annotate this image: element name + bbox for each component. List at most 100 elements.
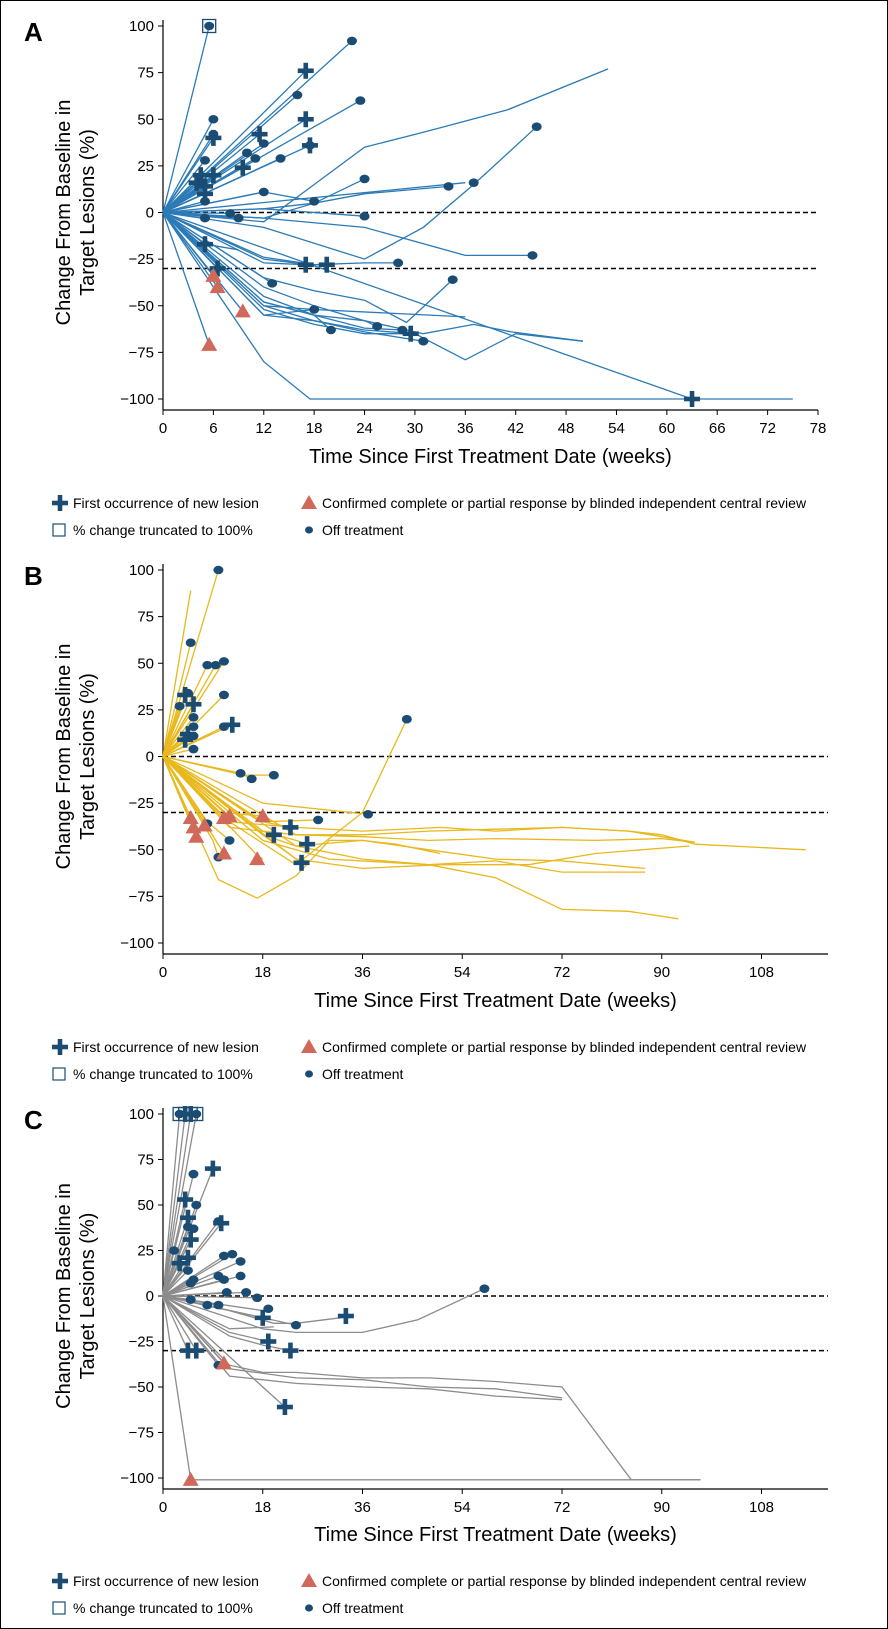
series-line: [162, 193, 206, 214]
new-lesion-marker: [182, 1231, 199, 1248]
legend-off-treatment-label: Off treatment: [322, 1066, 404, 1082]
new-lesion-marker: [177, 686, 194, 703]
plus-bar-v: [57, 495, 63, 511]
off-treatment-marker: [292, 90, 303, 100]
plus-bar-v: [408, 325, 414, 342]
off-treatment-marker: [309, 305, 320, 314]
off-treatment-marker: [527, 251, 538, 260]
off-treatment-marker: [235, 768, 246, 778]
off-treatment-marker: [447, 275, 458, 284]
plus-bar-v: [185, 1342, 191, 1359]
x-tick-label: 54: [454, 964, 471, 981]
plus-bar-v: [324, 256, 330, 273]
y-tick-label: 75: [137, 65, 154, 82]
off-treatment-marker: [355, 96, 366, 105]
new-lesion-marker: [213, 1215, 230, 1232]
legend-new-lesion-label: First occurrence of new lesion: [73, 1573, 259, 1589]
plus-bar-v: [303, 62, 309, 79]
new-lesion-marker: [179, 1249, 196, 1266]
x-tick-label: 0: [159, 1499, 167, 1516]
off-treatment-marker: [235, 1271, 246, 1281]
x-tick-label: 6: [209, 420, 217, 437]
x-tick-label: 90: [653, 964, 670, 981]
legend-b: First occurrence of new lesion Confirmed …: [52, 1039, 807, 1082]
new-lesion-marker: [282, 819, 299, 836]
x-tick-label: 54: [454, 1499, 471, 1516]
plus-bar-v: [177, 1255, 182, 1272]
off-treatment-marker: [213, 565, 224, 575]
plus-bar-v: [185, 1209, 191, 1226]
off-treatment-marker: [188, 722, 199, 731]
new-lesion-marker: [188, 1342, 205, 1359]
y-tick-label: 50: [137, 1197, 154, 1214]
y-tick-label: 25: [137, 1243, 154, 1260]
legend-square-icon: [52, 523, 66, 537]
series-line: [162, 755, 369, 815]
legend-dot-icon: [305, 1070, 313, 1078]
off-treatment-marker: [221, 1288, 232, 1297]
series-line: [162, 185, 206, 214]
response-marker: [215, 1355, 232, 1370]
series-line: [162, 68, 609, 223]
off-treatment-marker: [246, 774, 257, 784]
legend-response-label: Confirmed complete or partial response b…: [322, 495, 807, 511]
new-lesion-marker: [297, 256, 314, 273]
off-treatment-marker: [252, 1293, 263, 1303]
new-lesion-marker: [196, 236, 213, 253]
x-tick-label: 18: [254, 964, 271, 981]
off-treatment-marker: [235, 1257, 246, 1266]
new-lesion-marker: [192, 167, 209, 184]
new-lesion-marker: [179, 1342, 196, 1359]
new-lesion-marker: [224, 716, 241, 733]
x-axis-label: Time Since First Treatment Date (weeks): [314, 990, 677, 1012]
off-treatment-marker: [218, 690, 229, 700]
series-line: [162, 212, 244, 312]
plus-bar-v: [304, 836, 310, 853]
legend-off-treatment-label: Off treatment: [322, 522, 404, 538]
legend-plus-icon: [52, 1573, 68, 1589]
panels: −100 −75 −50 −25 0 25 50 75 100 0 6 12 18 24 30 36 42 48 5…: [52, 18, 828, 1616]
series-line: [162, 1282, 191, 1297]
y-tick-label: 100: [129, 1106, 154, 1123]
legend-response-label: Confirmed complete or partial response b…: [322, 1039, 807, 1055]
series-line: [162, 739, 186, 758]
series-line: [162, 211, 399, 266]
series-line: [162, 755, 690, 870]
plus-bar-v: [185, 1249, 191, 1266]
y-tick-label: −50: [129, 842, 154, 859]
series-line: [162, 1262, 181, 1297]
off-treatment-marker: [191, 1200, 202, 1210]
y-tick-label: 100: [129, 562, 154, 579]
new-lesion-marker: [297, 62, 314, 79]
new-lesion-marker: [177, 1191, 194, 1208]
series-line: [162, 1295, 291, 1352]
plus-bar-v: [288, 1342, 293, 1359]
legend-response-label: Confirmed complete or partial response b…: [322, 1573, 807, 1589]
series-line: [162, 1113, 186, 1297]
off-treatment-marker: [363, 810, 374, 819]
x-tick-label: 108: [749, 1499, 774, 1516]
y-tick-label: 25: [137, 158, 154, 175]
series-line: [162, 208, 365, 217]
y-tick-label: −25: [129, 1334, 154, 1351]
off-treatment-marker: [218, 1251, 229, 1261]
off-treatment-marker: [309, 197, 320, 206]
off-treatment-marker: [401, 714, 412, 724]
series-line: [162, 705, 181, 757]
response-marker: [182, 1471, 199, 1486]
y-axis-label-line1: Change From Baseline in: [53, 1183, 75, 1409]
off-treatment-marker: [393, 258, 404, 268]
plus-bar-v: [182, 731, 188, 748]
series-line: [162, 1295, 197, 1351]
plus-bar-v: [202, 185, 208, 202]
off-treatment-marker: [199, 155, 210, 165]
off-treatment-marker: [325, 325, 336, 335]
series-line: [162, 211, 306, 266]
legend-off-treatment-label: Off treatment: [322, 1600, 404, 1616]
y-tick-label: 25: [137, 702, 154, 719]
off-treatment-marker: [185, 638, 196, 648]
x-tick-label: 36: [354, 964, 371, 981]
response-marker: [234, 303, 251, 318]
y-tick-label: −75: [129, 888, 154, 905]
response-marker: [182, 810, 199, 825]
